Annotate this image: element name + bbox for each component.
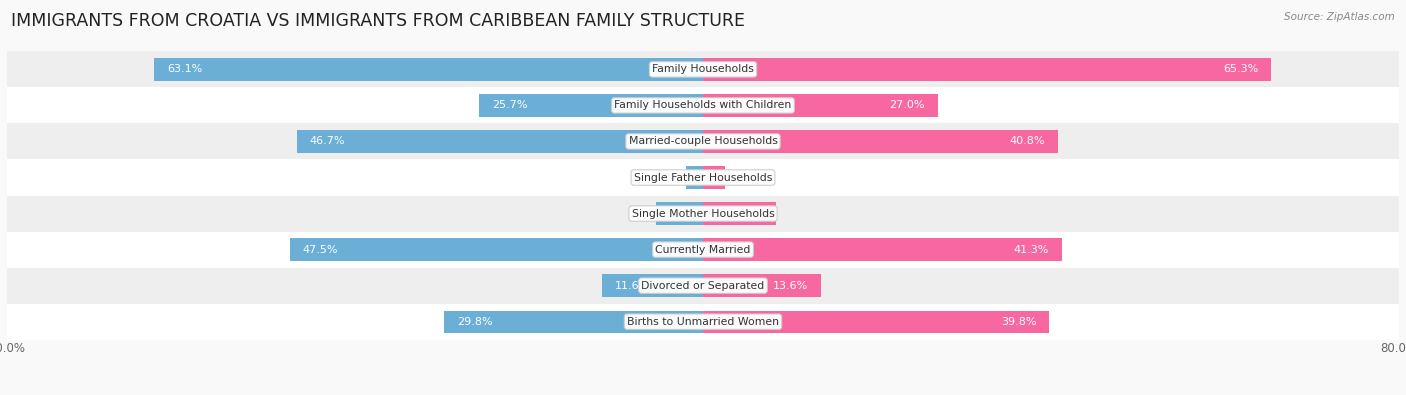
- Text: 25.7%: 25.7%: [492, 100, 529, 111]
- Bar: [7, 51, 1399, 87]
- Bar: [479, 94, 703, 117]
- Text: Married-couple Households: Married-couple Households: [628, 136, 778, 147]
- Text: 29.8%: 29.8%: [457, 317, 492, 327]
- Text: 47.5%: 47.5%: [302, 245, 339, 255]
- Bar: [703, 130, 1057, 152]
- Legend: Immigrants from Croatia, Immigrants from Caribbean: Immigrants from Croatia, Immigrants from…: [494, 391, 912, 395]
- Text: Currently Married: Currently Married: [655, 245, 751, 255]
- Bar: [7, 124, 1399, 160]
- Text: 13.6%: 13.6%: [773, 280, 808, 291]
- Bar: [703, 202, 776, 225]
- Text: 2.0%: 2.0%: [652, 173, 682, 182]
- Text: Divorced or Separated: Divorced or Separated: [641, 280, 765, 291]
- Bar: [657, 202, 703, 225]
- Bar: [602, 275, 703, 297]
- Text: Source: ZipAtlas.com: Source: ZipAtlas.com: [1284, 12, 1395, 22]
- Bar: [297, 130, 703, 152]
- Bar: [703, 275, 821, 297]
- Bar: [155, 58, 703, 81]
- Text: 2.5%: 2.5%: [730, 173, 758, 182]
- Bar: [7, 268, 1399, 304]
- Text: 5.4%: 5.4%: [669, 209, 697, 218]
- Bar: [444, 310, 703, 333]
- Text: Births to Unmarried Women: Births to Unmarried Women: [627, 317, 779, 327]
- Text: 41.3%: 41.3%: [1014, 245, 1049, 255]
- Bar: [290, 239, 703, 261]
- Text: 8.4%: 8.4%: [734, 209, 763, 218]
- Bar: [7, 231, 1399, 268]
- Text: 27.0%: 27.0%: [890, 100, 925, 111]
- Text: IMMIGRANTS FROM CROATIA VS IMMIGRANTS FROM CARIBBEAN FAMILY STRUCTURE: IMMIGRANTS FROM CROATIA VS IMMIGRANTS FR…: [11, 12, 745, 30]
- Bar: [686, 166, 703, 189]
- Text: Family Households: Family Households: [652, 64, 754, 74]
- Bar: [7, 304, 1399, 340]
- Bar: [7, 87, 1399, 124]
- Text: 65.3%: 65.3%: [1223, 64, 1258, 74]
- Bar: [703, 239, 1063, 261]
- Text: Single Father Households: Single Father Households: [634, 173, 772, 182]
- Bar: [703, 58, 1271, 81]
- Bar: [7, 196, 1399, 231]
- Text: Family Households with Children: Family Households with Children: [614, 100, 792, 111]
- Bar: [7, 160, 1399, 196]
- Text: 11.6%: 11.6%: [616, 280, 651, 291]
- Text: 63.1%: 63.1%: [167, 64, 202, 74]
- Text: 46.7%: 46.7%: [309, 136, 346, 147]
- Text: 39.8%: 39.8%: [1001, 317, 1036, 327]
- Bar: [703, 166, 724, 189]
- Bar: [703, 310, 1049, 333]
- Bar: [703, 94, 938, 117]
- Text: Single Mother Households: Single Mother Households: [631, 209, 775, 218]
- Text: 40.8%: 40.8%: [1010, 136, 1045, 147]
